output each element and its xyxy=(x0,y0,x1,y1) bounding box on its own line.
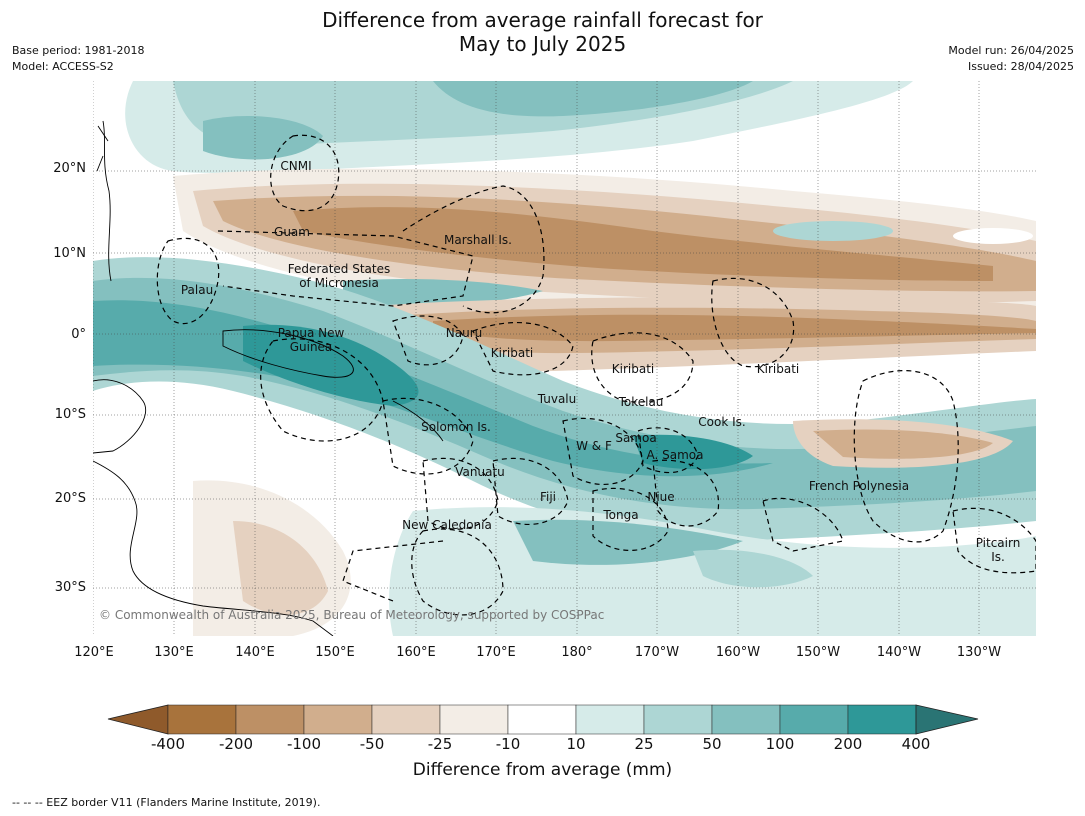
place-label-tonga: Tonga xyxy=(603,508,639,522)
base-period-text: Base period: 1981-2018 xyxy=(12,44,145,57)
place-label-png-line1: Papua New xyxy=(277,326,345,340)
eez-footnote: -- -- -- EEZ border V11 (Flanders Marine… xyxy=(12,796,321,809)
colorbar-tick-label: -400 xyxy=(150,735,186,753)
lon-tick: 140°E xyxy=(235,645,275,660)
place-label-french-polynesia: French Polynesia xyxy=(808,479,910,493)
place-label-kiribati-west: Kiribati xyxy=(490,346,534,360)
colorbar-under-arrow xyxy=(107,704,169,735)
colorbar-title: Difference from average (mm) xyxy=(412,760,673,780)
colorbar-bin xyxy=(235,704,305,735)
lon-tick: 130°E xyxy=(154,645,194,660)
colorbar-over-arrow xyxy=(915,704,979,735)
colorbar-tick-label: 10 xyxy=(566,735,586,753)
colorbar-bin xyxy=(439,704,509,735)
place-label-wallis-futuna: W & F xyxy=(576,439,612,453)
colorbar-bin xyxy=(575,704,645,735)
place-label-pitcairn-line2: Is. xyxy=(991,550,1005,564)
colorbar-tick-label: -10 xyxy=(495,735,521,753)
lon-tick: 170°E xyxy=(476,645,516,660)
map-title-line2: May to July 2025 xyxy=(458,32,627,56)
place-label-fsm-line2: of Micronesia xyxy=(299,276,379,290)
place-label-cnmi: CNMI xyxy=(280,159,312,173)
colorbar-tick-label: 25 xyxy=(634,735,654,753)
colorbar-bin xyxy=(847,704,917,735)
model-text: Model: ACCESS-S2 xyxy=(12,60,114,73)
colorbar-bin xyxy=(711,704,781,735)
colorbar-tick-label: -25 xyxy=(427,735,453,753)
rainfall-anomaly-map xyxy=(93,81,1036,636)
colorbar-tick-label: 400 xyxy=(901,735,931,753)
lat-tick: 10°N xyxy=(53,246,86,261)
place-label-vanuatu: Vanuatu xyxy=(455,465,505,479)
colorbar-bin xyxy=(643,704,713,735)
place-label-png-line2: Guinea xyxy=(289,340,333,354)
place-label-palau: Palau xyxy=(180,283,214,297)
lon-tick: 170°W xyxy=(634,645,680,660)
colorbar-tick-label: -200 xyxy=(218,735,254,753)
place-label-solomon-islands: Solomon Is. xyxy=(421,420,491,434)
place-label-png: Papua New Guinea xyxy=(278,326,345,354)
coastlines xyxy=(93,120,444,636)
lat-tick: 30°S xyxy=(54,580,86,595)
place-label-new-caledonia: New Caledonia xyxy=(402,518,492,532)
place-label-tuvalu: Tuvalu xyxy=(537,392,577,406)
model-run-text: Model run: 26/04/2025 xyxy=(948,44,1074,57)
map-svg xyxy=(93,81,1036,636)
place-label-kiribati-central: Kiribati xyxy=(611,362,655,376)
lon-tick: 120°E xyxy=(74,645,114,660)
colorbar-bin xyxy=(303,704,373,735)
place-label-pitcairn: Pitcairn Is. xyxy=(976,536,1021,564)
place-label-fsm-line1: Federated States xyxy=(287,262,391,276)
eez-borders xyxy=(156,134,1036,616)
lon-tick: 160°E xyxy=(396,645,436,660)
issued-text: Issued: 28/04/2025 xyxy=(967,60,1074,73)
place-label-nauru: Nauru xyxy=(445,326,483,340)
lon-tick: 130°W xyxy=(956,645,1002,660)
lon-tick: 150°W xyxy=(795,645,841,660)
lat-tick: 20°S xyxy=(54,491,86,506)
lat-tick: 10°S xyxy=(54,407,86,422)
place-label-niue: Niue xyxy=(647,490,675,504)
place-label-american-samoa: A. Samoa xyxy=(646,448,704,462)
lon-tick: 160°W xyxy=(715,645,761,660)
colorbar-bin xyxy=(371,704,441,735)
place-label-samoa: Samoa xyxy=(615,431,657,445)
colorbar-tick-label: -100 xyxy=(286,735,322,753)
place-label-cook-islands: Cook Is. xyxy=(698,415,746,429)
lat-tick: 0° xyxy=(71,327,86,342)
colorbar-tick-label: -50 xyxy=(359,735,385,753)
colorbar-bin xyxy=(779,704,849,735)
lon-tick: 140°W xyxy=(876,645,922,660)
colorbar xyxy=(107,704,979,735)
lon-tick: 180° xyxy=(561,645,593,660)
copyright-text: © Commonwealth of Australia 2025, Bureau… xyxy=(99,608,605,622)
anomaly-shading xyxy=(93,81,1036,636)
colorbar-bin xyxy=(167,704,237,735)
lat-tick: 20°N xyxy=(53,161,86,176)
place-label-marshall-islands: Marshall Is. xyxy=(444,233,512,247)
colorbar-tick-label: 200 xyxy=(833,735,863,753)
place-label-pitcairn-line1: Pitcairn xyxy=(975,536,1021,550)
map-title-line1: Difference from average rainfall forecas… xyxy=(322,8,763,32)
lon-tick: 150°E xyxy=(315,645,355,660)
colorbar-tick-label: 100 xyxy=(765,735,795,753)
place-label-fiji: Fiji xyxy=(539,490,557,504)
place-label-fsm: Federated States of Micronesia xyxy=(288,262,390,290)
place-label-guam: Guam xyxy=(274,225,310,239)
colorbar-tick-label: 50 xyxy=(702,735,722,753)
place-label-kiribati-east: Kiribati xyxy=(756,362,800,376)
place-label-tokelau: Tokelau xyxy=(618,395,664,409)
colorbar-bin xyxy=(507,704,577,735)
